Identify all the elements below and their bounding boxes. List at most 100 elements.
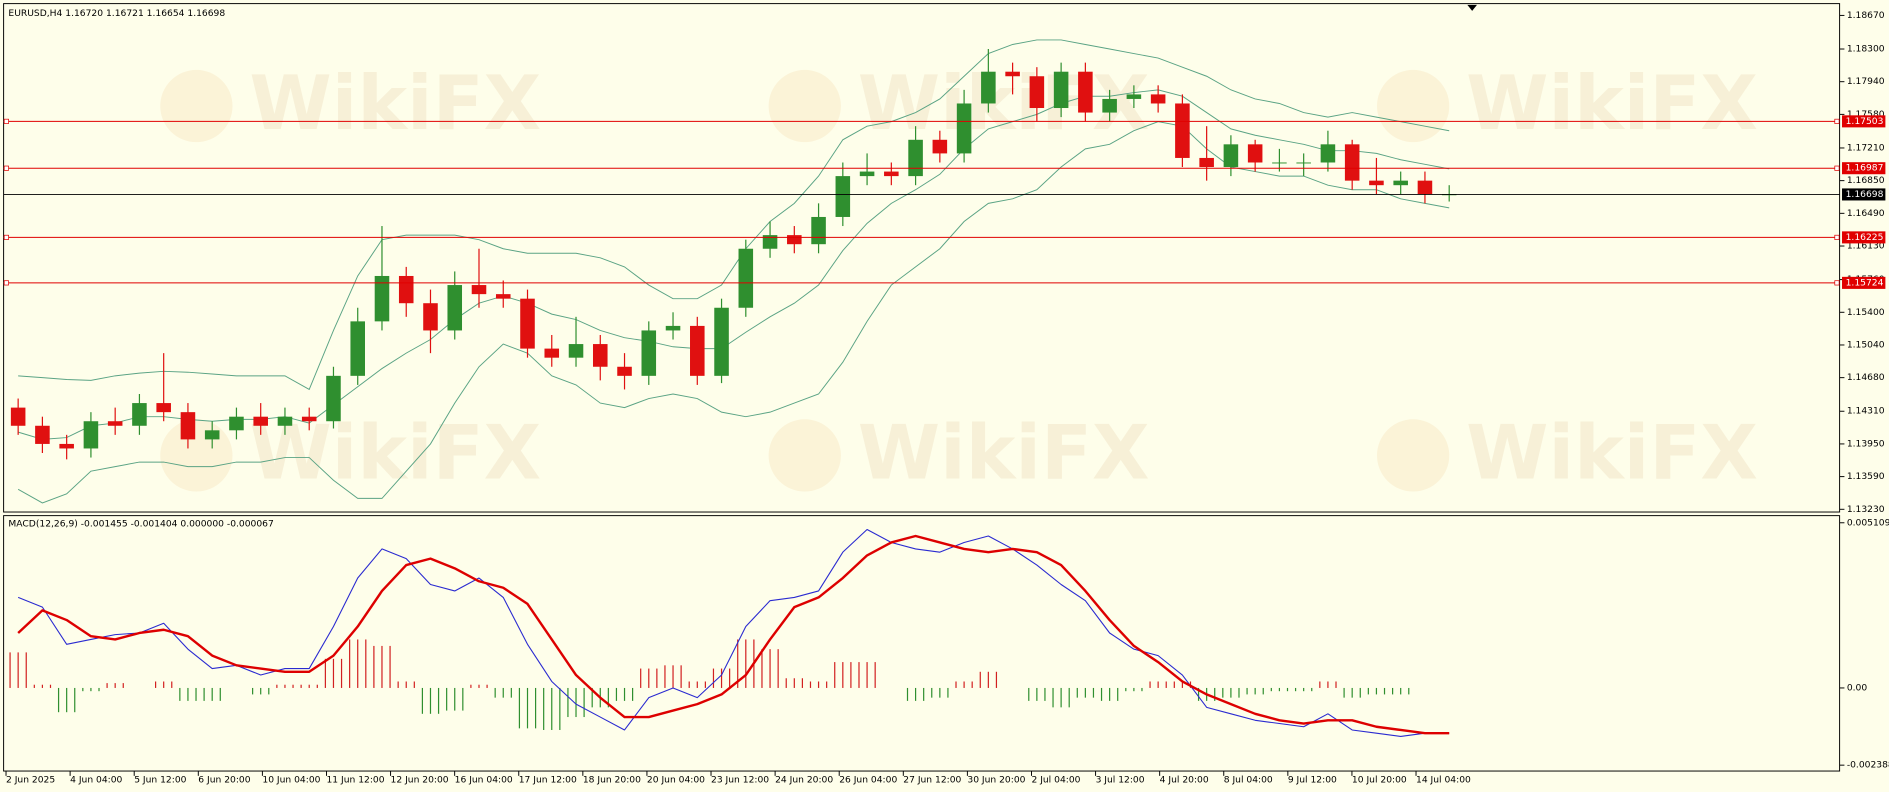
- candle-body: [35, 425, 50, 444]
- x-tick-label: 10 Jun 04:00: [262, 776, 320, 786]
- macd-line: [17, 528, 1450, 737]
- candle-body: [253, 416, 268, 426]
- watermark: WikiFX: [858, 60, 1150, 147]
- candle-body: [932, 139, 948, 154]
- candle-body: [617, 366, 632, 376]
- candle-body: [1005, 71, 1020, 77]
- candle-body: [859, 171, 875, 177]
- level-handle: [3, 165, 9, 171]
- candle-body: [568, 344, 584, 358]
- x-tick-label: 27 Jun 12:00: [903, 776, 961, 786]
- level-label: 1.17503: [1846, 117, 1884, 127]
- candle-body: [156, 403, 171, 413]
- candle-body: [1320, 144, 1336, 163]
- y-tick-label: 1.17580: [1847, 110, 1885, 120]
- level-handle: [1834, 118, 1840, 124]
- watermark: WikiFX: [249, 60, 541, 147]
- bollinger-upper: [18, 39, 1450, 391]
- candle-body: [1344, 144, 1360, 181]
- x-tick-label: 4 Jul 20:00: [1160, 776, 1209, 786]
- candle-body: [1296, 162, 1311, 164]
- candle-body: [471, 285, 487, 295]
- candle-body: [1102, 98, 1117, 113]
- candle-body: [1053, 71, 1069, 109]
- x-tick-label: 20 Jun 04:00: [647, 776, 705, 786]
- level-label: 1.16225: [1846, 233, 1884, 243]
- macd-pane: [3, 515, 1841, 772]
- y-tick-label: 1.18300: [1847, 45, 1885, 55]
- x-tick-label: 10 Jul 20:00: [1352, 776, 1407, 786]
- x-tick-label: 9 Jul 12:00: [1288, 776, 1337, 786]
- x-tick-label: 12 Jun 20:00: [391, 776, 449, 786]
- y-tick-label: 1.15400: [1847, 308, 1885, 318]
- candle-body: [1223, 144, 1239, 168]
- level-tag: [1842, 115, 1886, 128]
- candle-body: [423, 303, 438, 331]
- y-tick-label: 1.14310: [1847, 407, 1885, 417]
- candle-body: [884, 171, 899, 177]
- level-handle: [3, 234, 9, 240]
- candle-body: [762, 235, 778, 249]
- x-tick-label: 17 Jun 12:00: [519, 776, 577, 786]
- x-tick-label: 2 Jun 2025: [6, 776, 55, 786]
- x-tick-label: 4 Jun 04:00: [70, 776, 122, 786]
- candle-body: [787, 235, 802, 245]
- bollinger-lower: [17, 121, 1450, 504]
- x-tick-label: 5 Jun 12:00: [134, 776, 186, 786]
- candle-body: [690, 325, 705, 376]
- watermark-logo: [1376, 69, 1450, 143]
- candle-body: [301, 416, 317, 422]
- y-tick-label: 1.17940: [1847, 77, 1885, 87]
- candle-body: [1199, 157, 1214, 168]
- x-tick-label: 2 Jul 04:00: [1031, 776, 1080, 786]
- macd-title: MACD(12,26,9) -0.001455 -0.001404 0.0000…: [8, 520, 274, 530]
- candle-body: [132, 403, 147, 426]
- level-handle: [1834, 234, 1840, 240]
- x-tick-label: 14 Jul 04:00: [1416, 776, 1471, 786]
- level-tag: [1842, 231, 1886, 244]
- candle-body: [956, 103, 972, 154]
- candle-body: [544, 348, 560, 358]
- watermark: WikiFX: [1466, 60, 1758, 147]
- y-tick-label: 1.13590: [1847, 472, 1885, 482]
- candle-body: [665, 325, 681, 331]
- signal-line: [17, 534, 1450, 735]
- x-tick-label: 6 Jun 20:00: [198, 776, 250, 786]
- candle-body: [350, 321, 365, 376]
- level-label: 1.16987: [1846, 164, 1884, 174]
- watermark-logo: [160, 69, 233, 143]
- x-tick-label: 24 Jun 20:00: [775, 776, 833, 786]
- candle-body: [738, 248, 754, 308]
- watermark: WikiFX: [249, 409, 541, 496]
- level-handle: [3, 280, 9, 286]
- y-tick-label: -0.002388: [1847, 761, 1889, 771]
- y-tick-label: 1.13950: [1847, 439, 1885, 449]
- x-tick-label: 26 Jun 04:00: [839, 776, 897, 786]
- candle-body: [326, 375, 341, 422]
- candle-body: [1078, 71, 1093, 113]
- x-tick-label: 18 Jun 20:00: [583, 776, 641, 786]
- x-tick-label: 30 Jun 20:00: [967, 776, 1025, 786]
- y-tick-label: 0.005109: [1847, 518, 1889, 528]
- level-tag: [1842, 276, 1886, 289]
- candle-body: [641, 330, 657, 376]
- watermark: WikiFX: [858, 409, 1150, 496]
- candle-body: [10, 407, 26, 426]
- candle-body: [180, 412, 196, 440]
- y-tick-label: 1.17210: [1847, 143, 1885, 153]
- candle-body: [981, 71, 996, 104]
- y-tick-label: 1.18670: [1847, 11, 1885, 21]
- candle-body: [83, 421, 99, 449]
- candle-body: [714, 307, 729, 376]
- shift-marker: [1467, 4, 1477, 11]
- watermark-logo: [768, 419, 841, 492]
- x-tick-label: 16 Jun 04:00: [455, 776, 513, 786]
- candle-body: [1247, 144, 1263, 163]
- candle-body: [1029, 76, 1045, 109]
- y-tick-label: 1.16490: [1847, 209, 1885, 219]
- x-tick-label: 3 Jul 12:00: [1096, 776, 1145, 786]
- candle-body: [1150, 94, 1166, 104]
- last-price-tag: [1842, 188, 1886, 201]
